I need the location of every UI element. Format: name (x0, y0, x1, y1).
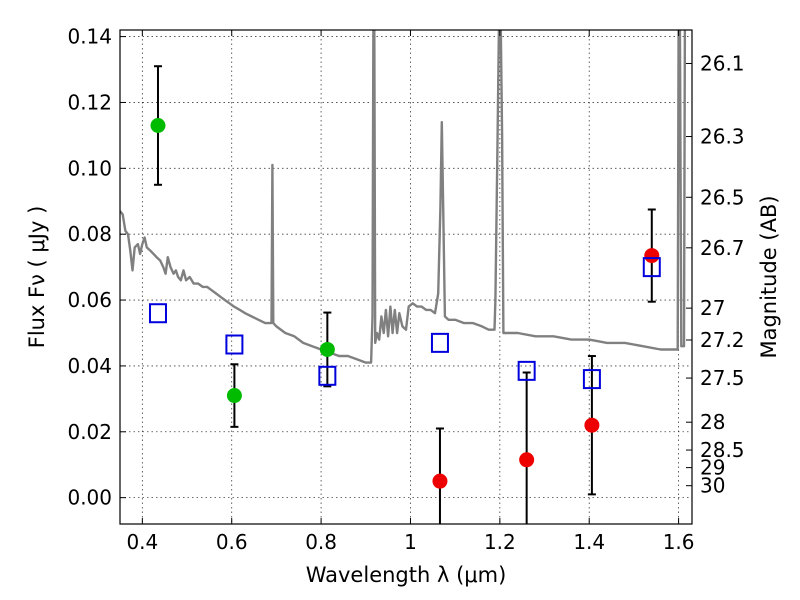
x-axis-title: Wavelength λ (μm) (306, 563, 507, 587)
right-tick-label: 26.1 (700, 51, 745, 75)
model-flux-square (318, 365, 337, 386)
flux-point (432, 473, 448, 489)
x-tick-label: 1.6 (663, 530, 695, 554)
model-flux-square (642, 257, 661, 278)
tick-labels: 0.4 0.6 0.8 1 1.2 1.4 1.6 0.00 0.02 0.04 0.06 0.08 0… (67, 25, 744, 554)
flux-point (519, 452, 535, 468)
axis-ticks (120, 30, 692, 524)
model-flux-square (148, 303, 167, 324)
right-tick-label: 29 (700, 456, 725, 480)
y-axis-title: Flux Fν ( μJy ) (25, 206, 49, 349)
right-tick-label: 26.3 (700, 125, 745, 149)
plot-area (120, 30, 692, 524)
model-flux-square (430, 332, 449, 353)
right-tick-label: 27.5 (700, 366, 745, 390)
x-tick-label: 0.4 (126, 530, 158, 554)
y-tick-label: 0.12 (67, 90, 112, 114)
spectrum-line (120, 30, 687, 364)
right-tick-label: 27.2 (700, 328, 745, 352)
right-tick-label: 28 (700, 410, 725, 434)
right-axis-title: Magnitude (AB) (757, 195, 781, 358)
x-tick-label: 1.4 (573, 530, 605, 554)
right-tick-label: 27 (700, 296, 725, 320)
y-tick-label: 0.10 (67, 156, 112, 180)
y-tick-label: 0.06 (67, 288, 112, 312)
flux-point (319, 341, 335, 357)
flux-point (644, 248, 660, 264)
model-flux-square (517, 360, 536, 381)
photometry-markers (148, 65, 661, 524)
model-flux-square (582, 369, 601, 390)
flux-point (150, 118, 166, 134)
x-tick-label: 0.8 (305, 530, 337, 554)
y-tick-label: 0.14 (67, 25, 112, 49)
right-tick-label: 26.7 (700, 236, 745, 260)
model-spectrum (120, 30, 687, 364)
flux-point (226, 388, 242, 404)
plot-frame (119, 29, 693, 525)
y-tick-label: 0.00 (67, 486, 112, 510)
flux-point (584, 417, 600, 433)
x-tick-label: 1 (404, 530, 417, 554)
y-tick-label: 0.02 (67, 420, 112, 444)
x-tick-label: 1.2 (484, 530, 516, 554)
y-tick-label: 0.04 (67, 354, 112, 378)
model-flux-square (225, 334, 244, 355)
right-tick-label: 30 (700, 474, 725, 498)
right-tick-label: 28.5 (700, 438, 745, 462)
y-tick-label: 0.08 (67, 222, 112, 246)
x-tick-label: 0.6 (216, 530, 248, 554)
right-tick-label: 26.5 (700, 185, 745, 209)
